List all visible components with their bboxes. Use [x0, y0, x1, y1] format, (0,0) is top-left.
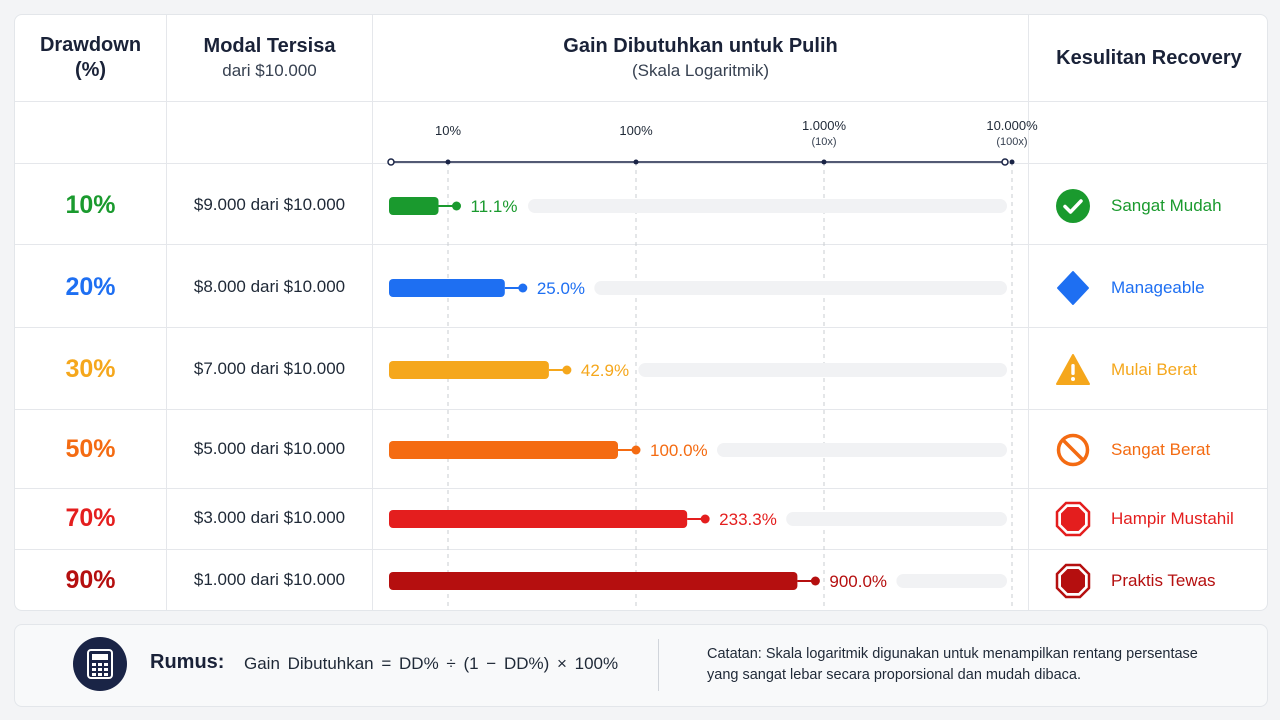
axis-tick-label: 10%	[434, 123, 462, 138]
calculator-icon	[73, 637, 127, 691]
header-capital-sub: dari $10.000	[222, 61, 317, 80]
bar	[389, 279, 505, 297]
bar-value-label: 233.3%	[719, 510, 777, 529]
difficulty-label: Praktis Tewas	[1111, 571, 1216, 590]
bar	[389, 572, 798, 590]
bar-value-label: 100.0%	[650, 441, 708, 460]
column-divider	[372, 15, 373, 610]
bar-track	[638, 363, 1007, 377]
formula-footer: Rumus: Gain Dibutuhkan = DD% ÷ (1 − DD%)…	[14, 624, 1268, 707]
drawdown-value: 70%	[65, 504, 116, 532]
row-divider	[15, 549, 1267, 550]
remaining-capital: $5.000 dari $10.000	[193, 439, 346, 458]
recovery-difficulty: Mulai Berat	[1055, 350, 1197, 390]
remaining-capital: $7.000 dari $10.000	[193, 359, 346, 378]
bar-value-label: 11.1%	[471, 197, 518, 216]
bar-track	[528, 199, 1007, 213]
axis-start-marker	[387, 158, 395, 166]
footer-divider	[658, 639, 659, 691]
bar	[389, 441, 618, 459]
header-drawdown-sub: (%)	[74, 59, 107, 81]
bar	[389, 197, 439, 215]
header-capital: Modal Tersisa dari $10.000	[167, 15, 372, 101]
header-drawdown: Drawdown (%)	[15, 15, 166, 101]
axis-tick-label: 10.000% (100x)	[986, 118, 1038, 148]
bar	[389, 510, 688, 528]
remaining-capital: $9.000 dari $10.000	[193, 195, 346, 214]
drawdown-value: 50%	[65, 435, 116, 463]
remaining-capital: $3.000 dari $10.000	[193, 508, 346, 527]
axis-tick	[821, 159, 827, 165]
drawdown-value: 20%	[65, 273, 116, 301]
recovery-table: Drawdown (%) Modal Tersisa dari $10.000 …	[14, 14, 1268, 611]
row-divider	[15, 409, 1267, 410]
recovery-difficulty: Sangat Mudah	[1055, 186, 1222, 226]
bar-end-marker	[518, 283, 528, 293]
axis-tick	[445, 159, 451, 165]
recovery-difficulty: Praktis Tewas	[1055, 561, 1216, 601]
bar-end-marker	[700, 514, 710, 524]
bar-track	[786, 512, 1007, 526]
stop-octagon-icon	[1055, 501, 1091, 537]
header-gain-title: Gain Dibutuhkan untuk Pulih	[563, 35, 838, 57]
difficulty-label: Sangat Berat	[1111, 440, 1211, 459]
axis-tick	[633, 159, 639, 165]
row-divider	[15, 488, 1267, 489]
axis-tick-label: 100%	[619, 123, 653, 138]
difficulty-label: Mulai Berat	[1111, 360, 1197, 379]
column-divider	[166, 15, 167, 610]
bar-end-marker	[810, 576, 820, 586]
difficulty-label: Hampir Mustahil	[1111, 509, 1234, 528]
bar-end-marker	[631, 445, 641, 455]
difficulty-label: Sangat Mudah	[1111, 196, 1222, 215]
bar-end-marker	[452, 201, 462, 211]
remaining-capital: $1.000 dari $10.000	[193, 570, 346, 589]
formula-text: Gain Dibutuhkan = DD% ÷ (1 − DD%) × 100%	[244, 654, 619, 673]
recovery-difficulty: Manageable	[1055, 268, 1205, 308]
diamond-icon	[1055, 270, 1091, 306]
drawdown-value: 10%	[65, 191, 116, 219]
row-divider	[15, 244, 1267, 245]
bar-track	[896, 574, 1007, 588]
difficulty-label: Manageable	[1111, 278, 1205, 297]
bar-value-label: 25.0%	[537, 279, 585, 298]
prohibited-icon	[1055, 432, 1091, 468]
bar	[389, 361, 549, 379]
recovery-difficulty: Sangat Berat	[1055, 430, 1210, 470]
header-difficulty-title: Kesulitan Recovery	[1056, 46, 1242, 69]
warning-triangle-icon	[1055, 352, 1091, 388]
bar-track	[594, 281, 1007, 295]
stop-octagon-icon	[1055, 563, 1091, 599]
header-capital-title: Modal Tersisa	[203, 35, 336, 57]
bar-track	[717, 443, 1007, 457]
header-gain-sub: (Skala Logaritmik)	[632, 61, 769, 80]
column-divider	[1028, 15, 1029, 610]
row-divider	[15, 101, 1267, 102]
header-drawdown-title: Drawdown	[39, 34, 142, 56]
gain-chart: 11.1% 25.0% 42.9% 100.0% 233.3% 900.0%	[387, 158, 1015, 610]
drawdown-value: 30%	[65, 355, 116, 383]
row-divider	[15, 327, 1267, 328]
row-divider	[15, 163, 1267, 164]
formula-title: Rumus:	[150, 651, 225, 673]
header-difficulty: Kesulitan Recovery	[1029, 15, 1267, 101]
footer-note: Catatan: Skala logaritmik digunakan untu…	[707, 646, 1198, 683]
check-circle-icon	[1055, 188, 1091, 224]
recovery-difficulty: Hampir Mustahil	[1055, 499, 1234, 539]
header-gain: Gain Dibutuhkan untuk Pulih (Skala Logar…	[373, 15, 1028, 101]
axis-end-marker	[1001, 158, 1009, 166]
bar-value-label: 42.9%	[581, 361, 629, 380]
axis-tick	[1009, 159, 1015, 165]
bar-end-marker	[562, 365, 572, 375]
remaining-capital: $8.000 dari $10.000	[193, 277, 346, 296]
bar-value-label: 900.0%	[829, 572, 887, 591]
axis-tick-label: 1.000% (10x)	[801, 118, 847, 148]
drawdown-value: 90%	[65, 566, 116, 594]
